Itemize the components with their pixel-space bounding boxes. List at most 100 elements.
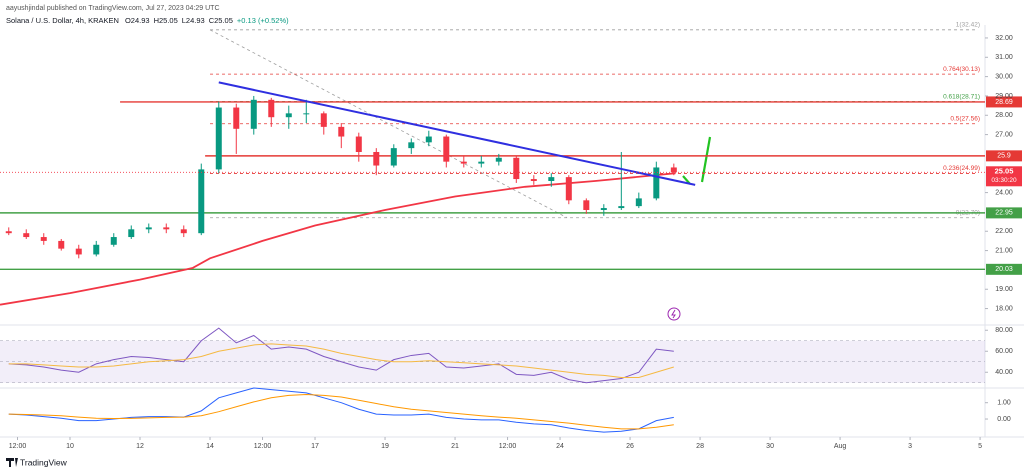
candle-body xyxy=(565,177,572,201)
y-tick-label: 1.00 xyxy=(997,400,1011,407)
level-marker xyxy=(986,263,1022,275)
level-marker xyxy=(986,207,1022,219)
candle-body xyxy=(618,206,625,209)
x-tick-label: 30 xyxy=(766,443,774,450)
level-label: 25.9 xyxy=(997,153,1011,160)
x-tick-label: 14 xyxy=(206,443,214,450)
candle-body xyxy=(198,169,205,234)
level-label: 22.95 xyxy=(995,210,1013,217)
countdown: 03:30:20 xyxy=(991,177,1017,184)
y-tick-label: 28.00 xyxy=(995,112,1013,119)
low: L24.93 xyxy=(182,16,205,25)
candle-body xyxy=(163,227,170,230)
y-tick-label: 80.00 xyxy=(995,327,1013,334)
candle-body xyxy=(285,113,292,118)
y-tick-label: 40.00 xyxy=(995,369,1013,376)
candle-body xyxy=(355,136,362,152)
candle-body xyxy=(373,151,380,166)
candle-body xyxy=(338,126,345,137)
x-tick-label: 28 xyxy=(696,443,704,450)
y-tick-label: 21.00 xyxy=(995,247,1013,254)
fib-label: 1(32.42) xyxy=(956,22,980,29)
open: O24.93 xyxy=(125,16,150,25)
trendline xyxy=(218,81,696,186)
last-price-marker xyxy=(986,166,1022,187)
candle-body xyxy=(215,107,222,170)
candle-body xyxy=(268,99,275,118)
y-tick-label: 60.00 xyxy=(995,348,1013,355)
fib-label: 0.618(28.71) xyxy=(943,93,980,100)
close: C25.05 xyxy=(209,16,233,25)
candle-body xyxy=(425,136,432,143)
candle-body xyxy=(233,107,240,129)
x-tick-label: 12:00 xyxy=(254,443,272,450)
legend: Solana / U.S. Dollar, 4h, KRAKEN O24.93 H2… xyxy=(6,16,289,25)
candle-body xyxy=(530,179,537,181)
indicator-line xyxy=(8,327,674,384)
candle-body xyxy=(40,237,47,241)
x-tick-label: 17 xyxy=(311,443,319,450)
candle-body xyxy=(635,198,642,207)
candle-body xyxy=(93,244,100,255)
candle-body xyxy=(548,177,555,181)
level-marker xyxy=(986,150,1022,162)
candle-body xyxy=(145,227,152,230)
candle-body xyxy=(250,99,257,129)
publisher: aayushjindal published on TradingView.co… xyxy=(6,5,220,12)
y-tick-label: 29.00 xyxy=(995,93,1013,100)
x-tick-label: 26 xyxy=(626,443,634,450)
level-marker xyxy=(986,96,1022,108)
x-tick-label: 10 xyxy=(66,443,74,450)
candle-body xyxy=(58,240,65,249)
change: +0.13 (+0.52%) xyxy=(237,16,289,25)
y-tick-label: 32.00 xyxy=(995,35,1013,42)
x-tick-label: 12:00 xyxy=(499,443,517,450)
x-tick-label: 5 xyxy=(978,443,982,450)
replay-icon[interactable] xyxy=(667,307,681,321)
footer-logo xyxy=(6,458,18,467)
candle-body xyxy=(23,233,30,238)
x-tick-label: Aug xyxy=(834,443,847,450)
high: H25.05 xyxy=(154,16,178,25)
fib-diagonal xyxy=(209,29,568,219)
candle-body xyxy=(478,161,485,164)
y-tick-label: 27.00 xyxy=(995,131,1013,138)
y-tick-label: 18.00 xyxy=(995,305,1013,312)
footer: TradingView xyxy=(20,457,68,467)
x-tick-label: 24 xyxy=(556,443,564,450)
candle-body xyxy=(600,208,607,210)
candle-body xyxy=(128,229,135,238)
y-tick-label: 22.00 xyxy=(995,228,1013,235)
x-tick-label: 3 xyxy=(908,443,912,450)
level-label: 20.03 xyxy=(995,266,1013,273)
moving-average xyxy=(0,172,676,306)
y-tick-label: 31.00 xyxy=(995,54,1013,61)
candle-body xyxy=(653,167,660,199)
x-tick-label: 12 xyxy=(136,443,144,450)
candle-body xyxy=(670,167,677,173)
y-tick-label: 24.00 xyxy=(995,189,1013,196)
candle-body xyxy=(495,157,502,162)
level-label: 28.69 xyxy=(995,99,1013,106)
candle-body xyxy=(583,200,590,210)
y-tick-label: 0.00 xyxy=(997,416,1011,423)
indicator-line xyxy=(8,343,674,378)
candle-body xyxy=(75,248,82,255)
candle-body xyxy=(320,113,327,127)
y-tick-label: 30.00 xyxy=(995,73,1013,80)
candle-body xyxy=(390,148,397,166)
x-tick-label: 19 xyxy=(381,443,389,450)
fib-label: 0.236(24.99) xyxy=(943,165,980,172)
candle-body xyxy=(110,237,117,245)
x-tick-label: 12:00 xyxy=(9,443,27,450)
last-price-label: 25.05 xyxy=(995,166,1014,175)
candle-body xyxy=(303,113,310,115)
fib-label: 0.5(27.56) xyxy=(950,115,980,122)
candle-body xyxy=(5,231,12,234)
fib-label: 0.764(30.13) xyxy=(943,66,980,73)
y-tick-label: 19.00 xyxy=(995,286,1013,293)
symbol: Solana / U.S. Dollar, 4h, KRAKEN xyxy=(6,16,119,25)
candle-body xyxy=(180,229,187,234)
